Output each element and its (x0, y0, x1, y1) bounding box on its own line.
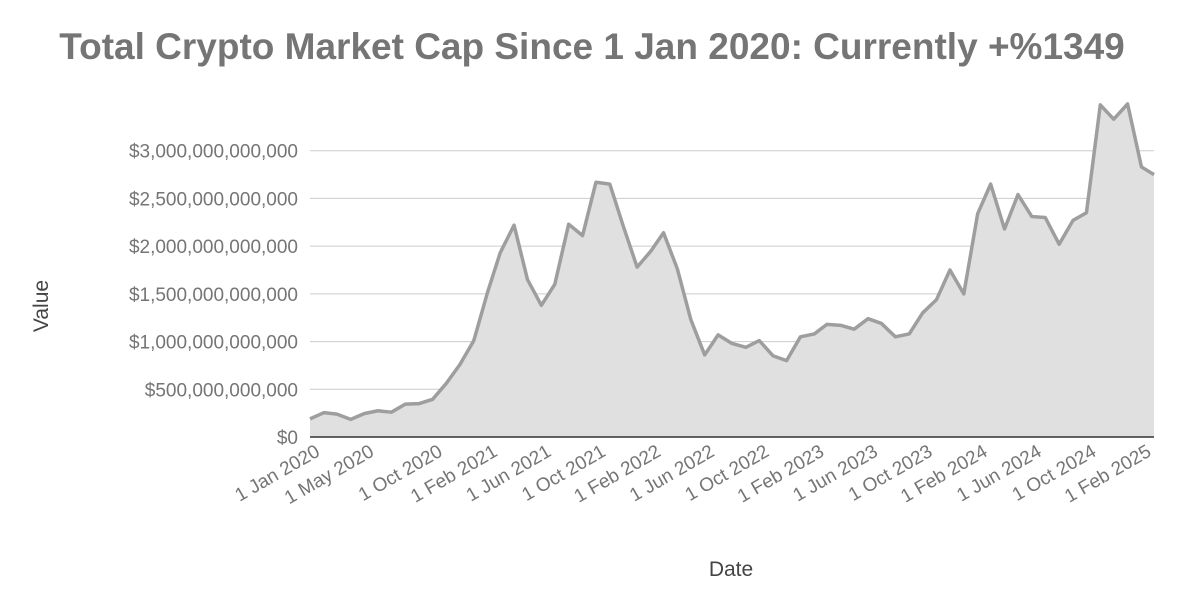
y-axis-label: Value (30, 280, 53, 332)
series-line (309, 102, 1155, 422)
x-axis-label: Date (709, 558, 753, 581)
y-tick-label: $1,500,000,000,000 (129, 285, 298, 306)
y-tick-label: $500,000,000,000 (145, 380, 298, 401)
y-tick-label: $0 (277, 428, 298, 449)
y-axis-ticks: $0 $500,000,000,000 $1,000,000,000,000 $1,5… (129, 142, 298, 449)
y-tick-label: $2,000,000,000,000 (129, 237, 298, 258)
area-fill (310, 103, 1154, 437)
y-tick-label: $3,000,000,000,000 (129, 142, 298, 163)
chart-title: Total Crypto Market Cap Since 1 Jan 2020… (59, 26, 1125, 67)
y-tick-label: $1,000,000,000,000 (129, 333, 298, 354)
y-tick-label: $2,500,000,000,000 (129, 189, 298, 210)
